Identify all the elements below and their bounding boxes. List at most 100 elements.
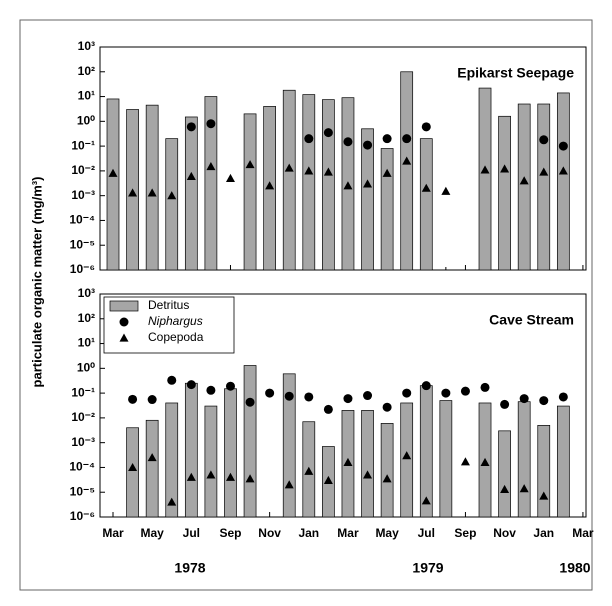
- niphargus-point: [558, 392, 568, 402]
- copepoda-point: [186, 171, 196, 180]
- niphargus-point: [500, 399, 510, 409]
- copepoda-point: [147, 453, 157, 462]
- bar: [302, 94, 316, 271]
- copepoda-point: [402, 451, 412, 460]
- bar: [106, 98, 120, 271]
- copepoda-point: [519, 484, 529, 493]
- bar: [498, 115, 511, 271]
- copepoda-point: [343, 181, 353, 190]
- bar: [243, 113, 257, 271]
- bar: [184, 382, 198, 518]
- bar: [537, 424, 551, 518]
- copepoda-point: [500, 164, 510, 173]
- bar: [184, 116, 198, 271]
- copepoda-point: [206, 470, 216, 479]
- bar: [439, 400, 453, 518]
- y-tick-label: 10⁻⁶: [70, 509, 95, 523]
- niphargus-point: [382, 402, 392, 412]
- x-tick-label: May: [375, 526, 399, 540]
- x-tick-label: Nov: [493, 526, 516, 540]
- bar: [322, 99, 335, 271]
- copepoda-point: [147, 188, 157, 197]
- niphargus-point: [402, 134, 412, 144]
- niphargus-point: [421, 122, 431, 132]
- copepoda-point: [539, 491, 549, 500]
- copepoda-point: [128, 462, 138, 472]
- copepoda-point: [167, 497, 177, 506]
- copepoda-point: [421, 183, 431, 192]
- x-tick-label: Mar: [102, 526, 124, 540]
- niphargus-point: [421, 381, 431, 391]
- copepoda-point: [206, 162, 216, 171]
- niphargus-point: [363, 140, 373, 150]
- bar: [517, 103, 531, 271]
- bar: [361, 410, 374, 518]
- copepoda-point: [186, 472, 196, 481]
- copepoda-point: [245, 474, 255, 483]
- y-tick-label: 10⁰: [77, 114, 95, 128]
- copepoda-point: [460, 457, 470, 466]
- legend-swatch: [109, 300, 139, 312]
- copepoda-point: [323, 167, 333, 176]
- niphargus-point: [323, 128, 333, 138]
- copepoda-point: [480, 457, 490, 466]
- copepoda-point: [284, 480, 294, 489]
- bar: [282, 89, 296, 271]
- frame: [19, 19, 593, 591]
- copepoda-point: [500, 484, 510, 493]
- y-axis-label: particulate organic matter (mg/m³): [29, 177, 44, 388]
- bar: [224, 388, 237, 518]
- y-tick-label: 10⁻³: [71, 188, 95, 202]
- bar: [478, 87, 492, 271]
- x-tick-label: Sep: [454, 526, 476, 540]
- copepoda-point: [304, 466, 314, 475]
- y-tick-label: 10⁻¹: [71, 385, 95, 399]
- niphargus-point: [265, 388, 275, 398]
- niphargus-point: [206, 119, 216, 129]
- x-tick-label: Jan: [298, 526, 319, 540]
- niphargus-point: [343, 137, 353, 147]
- y-tick-label: 10³: [78, 286, 95, 300]
- copepoda-point: [421, 496, 431, 505]
- copepoda-point: [323, 475, 333, 485]
- bar: [126, 427, 139, 518]
- niphargus-point: [519, 394, 529, 404]
- copepoda-point: [363, 179, 373, 188]
- bar: [498, 430, 511, 518]
- niphargus-point: [128, 394, 138, 404]
- copepoda-point: [441, 186, 451, 195]
- y-tick-label: 10²: [78, 311, 95, 325]
- bar: [380, 148, 394, 271]
- legend-label: Copepoda: [148, 330, 204, 344]
- niphargus-point: [539, 135, 549, 145]
- niphargus-point: [480, 382, 490, 392]
- copepoda-point: [225, 472, 235, 481]
- bar: [145, 104, 159, 271]
- niphargus-point: [343, 394, 353, 404]
- x-tick-label: Jul: [183, 526, 200, 540]
- copepoda-point: [225, 173, 235, 182]
- year-label: 1978: [174, 560, 205, 576]
- y-tick-label: 10⁻⁶: [70, 262, 95, 276]
- bar: [517, 401, 531, 518]
- copepoda-point: [480, 165, 490, 174]
- niphargus-point: [225, 381, 235, 391]
- copepoda-point: [108, 168, 118, 177]
- copepoda-point: [363, 470, 373, 479]
- x-tick-label: Jul: [418, 526, 435, 540]
- niphargus-point: [206, 385, 216, 395]
- copepoda-point: [558, 166, 568, 175]
- bar: [400, 402, 414, 518]
- niphargus-point: [539, 396, 549, 406]
- copepoda-point: [245, 160, 255, 169]
- niphargus-point: [147, 395, 157, 405]
- niphargus-point: [441, 388, 451, 398]
- y-tick-label: 10⁻³: [71, 435, 95, 449]
- year-label: 1980: [559, 560, 590, 576]
- niphargus-point: [245, 397, 255, 407]
- legend-label: Detritus: [148, 298, 189, 312]
- niphargus-point: [284, 391, 294, 401]
- x-tick-label: Jan: [533, 526, 554, 540]
- niphargus-point: [402, 388, 412, 398]
